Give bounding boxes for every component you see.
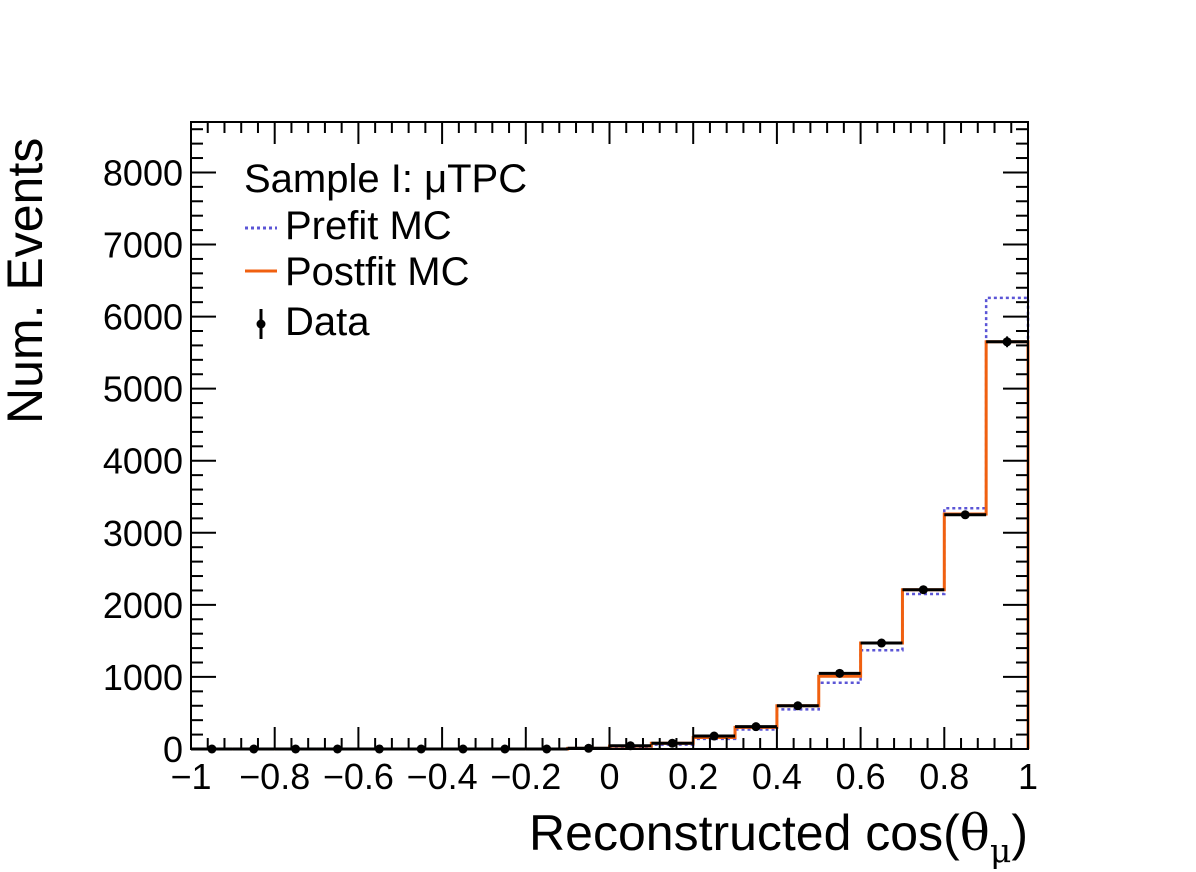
data-point-15 [835,668,845,678]
y-tick-label: 8000 [103,152,183,193]
legend-label-data: Data [285,300,370,344]
data-point-11 [667,738,677,748]
x-tick-label: 0.8 [919,756,969,797]
x-axis-title-close: ) [1011,805,1028,861]
data-point-16 [877,638,887,648]
x-tick-label: 0 [599,756,619,797]
y-tick-label: 1000 [103,657,183,698]
x-tick-label: 0.4 [752,756,802,797]
y-axis-title: Num. Events [0,138,53,424]
x-axis-title-theta: θ [960,804,990,862]
y-tick-label: 4000 [103,441,183,482]
x-axis-title: Reconstructed cos(θμ) [529,804,1028,870]
x-tick-label: −1 [170,756,211,797]
data-point-17 [918,585,928,595]
legend-label-postfit: Postfit MC [285,250,469,294]
data-point-12 [709,731,719,741]
data-point-13 [751,722,761,732]
y-tick-label: 0 [163,729,183,770]
y-tick-label: 3000 [103,513,183,554]
x-axis-title-main: Reconstructed cos( [529,805,960,861]
data-point-18 [960,510,970,520]
x-tick-label: 0.2 [668,756,718,797]
y-tick-label: 6000 [103,297,183,338]
x-tick-label: 1 [1018,756,1038,797]
legend: Sample I: μTPC Prefit MC Postfit MC Data [244,157,527,344]
legend-swatch-data-marker [256,319,266,329]
y-tick-label: 2000 [103,585,183,626]
data-point-14 [793,701,803,711]
x-tick-label: −0.8 [239,756,310,797]
data-point-19 [1002,337,1012,347]
x-tick-label: 0.6 [836,756,886,797]
y-tick-label: 5000 [103,369,183,410]
axes-frame [190,121,1029,750]
legend-label-prefit: Prefit MC [285,204,452,248]
x-axis-title-subscript: μ [990,831,1011,870]
tick-labels: −1 −0.8 −0.6 −0.4 −0.2 0 0.2 0.4 0.6 0.8 1 0 1000 200… [103,152,1038,797]
x-tick-label: −0.6 [323,756,394,797]
y-tick-label: 7000 [103,225,183,266]
legend-title: Sample I: μTPC [244,157,527,201]
x-tick-label: −0.2 [490,756,561,797]
x-tick-label: −0.4 [407,756,478,797]
